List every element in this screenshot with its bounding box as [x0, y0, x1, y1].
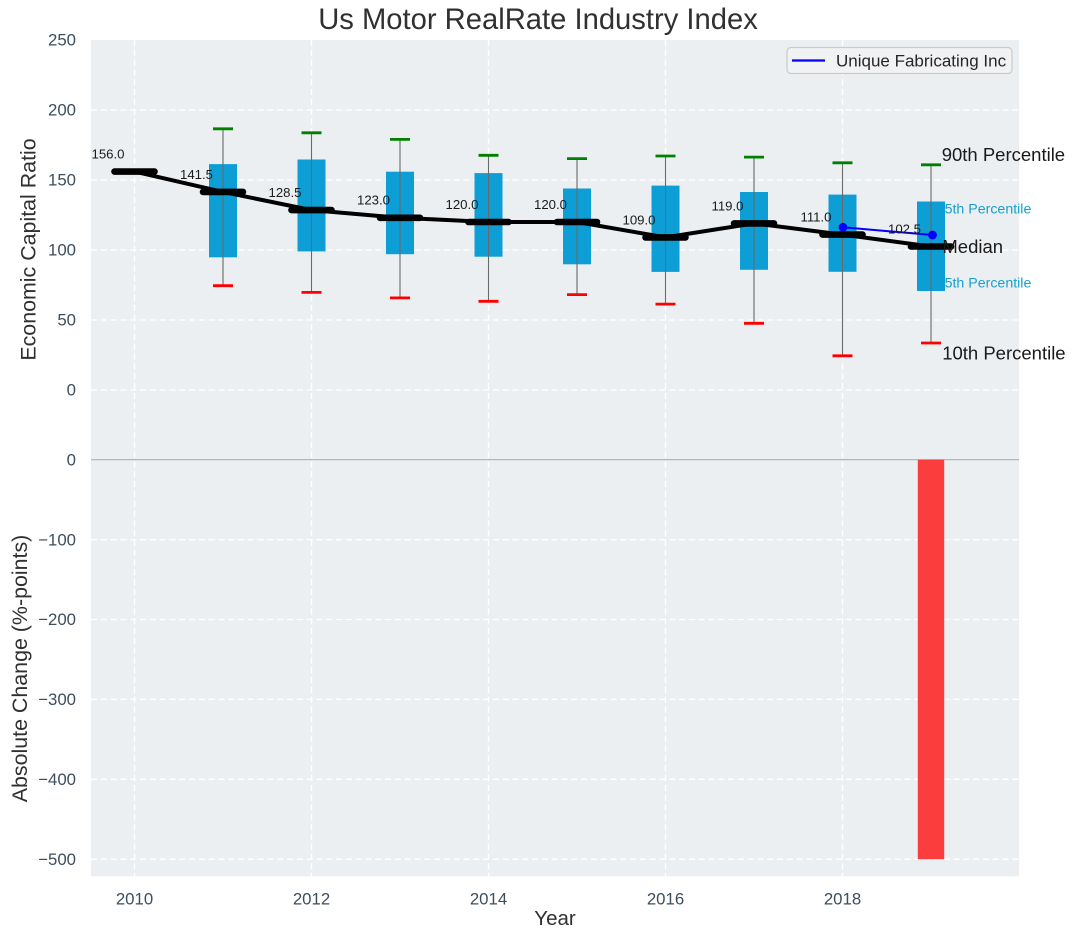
svg-text:100: 100: [48, 241, 76, 260]
svg-text:200: 200: [48, 101, 76, 120]
svg-text:5th Percentile: 5th Percentile: [945, 201, 1032, 217]
svg-text:2012: 2012: [293, 889, 330, 908]
svg-text:119.0: 119.0: [711, 198, 743, 213]
svg-text:Us Motor RealRate Industry Ind: Us Motor RealRate Industry Index: [318, 4, 758, 36]
svg-text:109.0: 109.0: [622, 212, 655, 227]
svg-text:2010: 2010: [116, 889, 153, 908]
svg-text:2018: 2018: [824, 889, 861, 908]
svg-text:90th Percentile: 90th Percentile: [942, 144, 1065, 165]
svg-text:120.0: 120.0: [534, 197, 567, 212]
svg-text:5th Percentile: 5th Percentile: [945, 275, 1032, 291]
svg-text:123.0: 123.0: [357, 193, 390, 208]
svg-text:2014: 2014: [470, 889, 507, 908]
svg-text:Absolute Change (%-points): Absolute Change (%-points): [8, 535, 32, 803]
svg-text:0: 0: [67, 381, 76, 400]
svg-text:120.0: 120.0: [445, 197, 478, 212]
svg-text:Median: Median: [942, 236, 1003, 257]
svg-text:128.5: 128.5: [268, 185, 301, 200]
svg-text:Unique Fabricating Inc: Unique Fabricating Inc: [836, 51, 1007, 70]
svg-text:0: 0: [67, 450, 76, 469]
svg-text:Year: Year: [534, 907, 576, 930]
svg-text:141.5: 141.5: [180, 167, 213, 182]
svg-text:102.5: 102.5: [888, 221, 921, 236]
svg-text:−200: −200: [38, 610, 76, 629]
svg-text:−500: −500: [38, 850, 76, 869]
svg-text:10th Percentile: 10th Percentile: [942, 342, 1065, 363]
svg-text:150: 150: [48, 171, 76, 190]
svg-text:111.0: 111.0: [800, 210, 831, 225]
svg-text:−100: −100: [38, 530, 76, 549]
svg-text:−300: −300: [38, 690, 76, 709]
svg-text:Economic Capital Ratio: Economic Capital Ratio: [17, 138, 41, 360]
svg-text:250: 250: [48, 31, 76, 50]
svg-text:156.0: 156.0: [91, 147, 124, 162]
svg-text:50: 50: [57, 311, 76, 330]
svg-text:−400: −400: [38, 770, 76, 789]
svg-text:2016: 2016: [647, 889, 684, 908]
